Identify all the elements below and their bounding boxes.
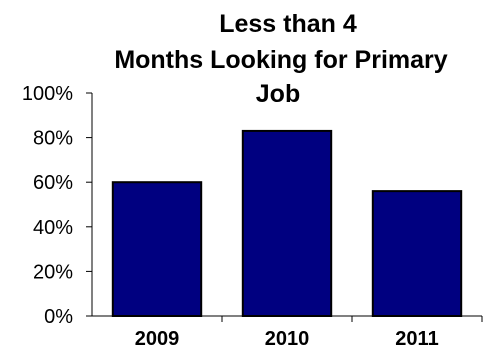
y-tick-label: 100% bbox=[22, 83, 73, 105]
bar-2009 bbox=[111, 181, 203, 317]
bars bbox=[111, 129, 463, 317]
x-tick-label: 2009 bbox=[135, 328, 180, 350]
y-tick-label: 80% bbox=[33, 128, 73, 150]
chart-title: Less than 4 Months Looking for Primary J… bbox=[114, 10, 447, 108]
y-tick-label: 0% bbox=[44, 306, 73, 328]
y-tick-label: 40% bbox=[33, 217, 73, 239]
y-axis: 0% 20% 40% 60% 80% 100% bbox=[22, 83, 93, 328]
x-tick-label: 2010 bbox=[265, 328, 310, 350]
chart-title-line-3: Job bbox=[256, 80, 300, 108]
bar-2011 bbox=[371, 190, 463, 317]
chart-title-line-1: Less than 4 bbox=[219, 10, 357, 38]
x-axis: 2009 2010 2011 bbox=[92, 315, 483, 350]
chart-title-line-2: Months Looking for Primary bbox=[114, 46, 447, 74]
y-tick-label: 60% bbox=[33, 172, 73, 194]
bar-2010 bbox=[241, 129, 333, 317]
y-tick-label: 20% bbox=[33, 261, 73, 283]
x-tick-label: 2011 bbox=[395, 328, 438, 350]
